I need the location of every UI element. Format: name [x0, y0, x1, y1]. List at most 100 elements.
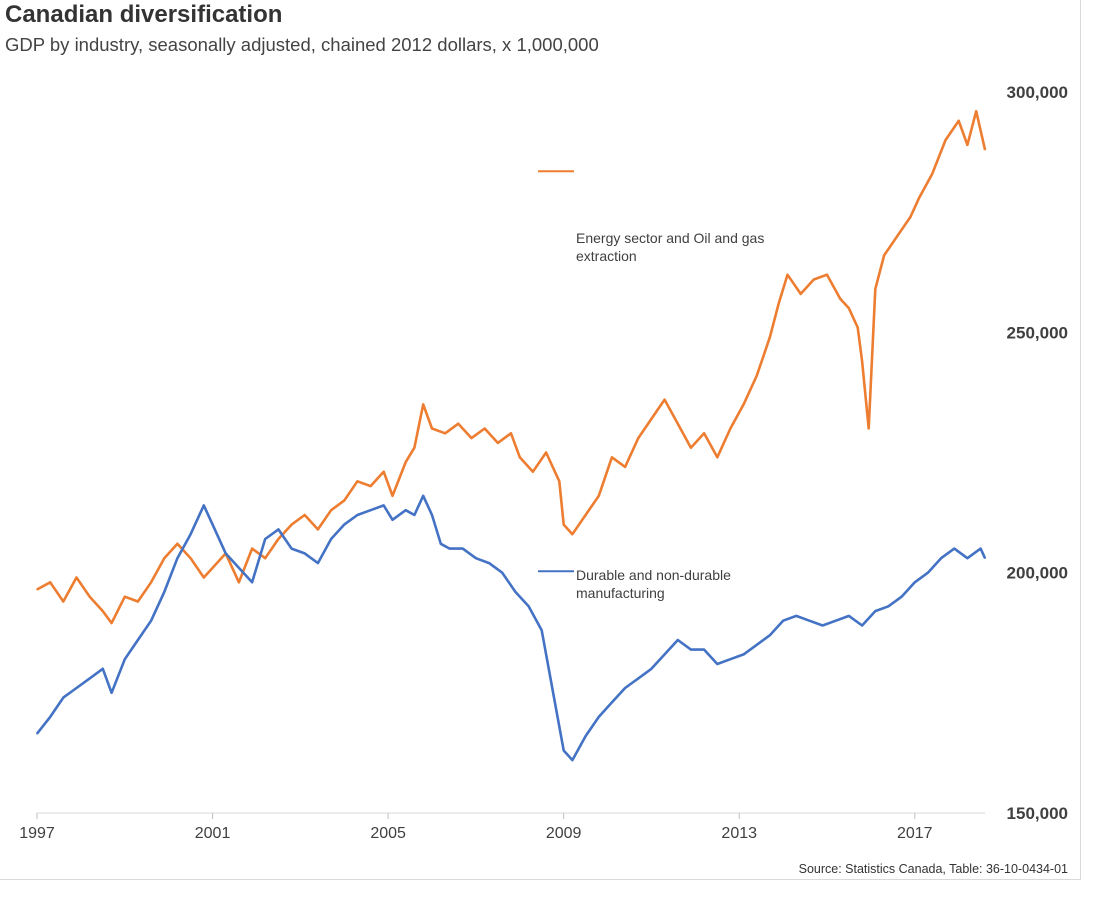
- data-point: [703, 432, 705, 435]
- data-point: [330, 509, 332, 512]
- data-point: [461, 547, 464, 550]
- x-axis: 1997 2001 2005 2009 2013 2017: [19, 813, 933, 842]
- data-point: [742, 653, 745, 656]
- x-tick-label: 2013: [721, 825, 757, 842]
- y-axis: 150,000 200,000 250,000 300,000: [1007, 83, 1068, 823]
- data-point: [514, 591, 517, 593]
- data-point: [856, 326, 859, 329]
- data-point: [49, 581, 51, 584]
- data-point: [598, 716, 600, 718]
- data-point: [729, 658, 732, 660]
- x-tick-label: 1997: [19, 825, 55, 842]
- data-point: [422, 403, 425, 406]
- data-point: [264, 557, 267, 559]
- data-point: [483, 427, 486, 430]
- data-point: [984, 148, 986, 151]
- data-point: [110, 622, 113, 624]
- data-point: [124, 595, 126, 598]
- data-point: [887, 605, 890, 608]
- data-point: [422, 495, 425, 497]
- data-point: [545, 451, 547, 454]
- chart-subtitle: GDP by industry, seasonally adjusted, ch…: [5, 34, 599, 55]
- data-point: [584, 735, 587, 737]
- data-point: [716, 663, 719, 665]
- data-point: [927, 571, 929, 574]
- data-point: [777, 302, 780, 305]
- data-point: [690, 648, 692, 651]
- source-note: Source: Statistics Canada, Table: 36-10-…: [798, 862, 1068, 876]
- y-tick-label: 250,000: [1007, 323, 1068, 342]
- data-point: [940, 557, 942, 559]
- data-point: [540, 629, 543, 632]
- data-point: [369, 509, 372, 512]
- data-point: [75, 576, 78, 579]
- data-point: [137, 600, 139, 603]
- data-point: [571, 533, 574, 535]
- data-point: [497, 442, 499, 444]
- data-point: [861, 360, 863, 363]
- data-point: [356, 514, 359, 516]
- data-point: [431, 514, 433, 516]
- series-label: Energy sector and Oil and gas: [576, 230, 764, 246]
- data-point: [598, 495, 600, 497]
- data-point: [558, 725, 561, 728]
- data-point: [343, 523, 346, 526]
- data-point: [124, 658, 126, 660]
- data-point: [303, 514, 306, 516]
- data-point: [88, 595, 91, 598]
- data-point: [677, 639, 679, 641]
- data-point: [475, 557, 477, 559]
- data-point: [650, 668, 653, 670]
- data-point: [562, 523, 565, 526]
- data-point: [716, 456, 719, 459]
- data-point: [663, 398, 666, 401]
- data-point: [203, 576, 205, 579]
- data-point: [176, 543, 179, 545]
- data-point: [150, 619, 152, 622]
- data-point: [189, 557, 192, 559]
- data-point: [102, 610, 104, 612]
- data-point: [488, 562, 490, 564]
- data-point: [984, 557, 986, 559]
- data-point: [102, 668, 104, 670]
- data-point: [203, 504, 205, 507]
- data-point: [756, 374, 758, 377]
- data-point: [189, 533, 192, 535]
- data-point: [756, 644, 758, 646]
- data-point: [382, 504, 385, 507]
- data-point: [163, 591, 166, 593]
- data-point: [110, 692, 113, 694]
- data-point: [867, 427, 870, 430]
- data-point: [356, 480, 359, 483]
- data-point: [821, 624, 824, 627]
- data-point: [826, 273, 828, 276]
- data-point: [137, 639, 139, 641]
- data-point: [303, 552, 306, 555]
- data-point: [624, 466, 626, 468]
- data-point: [238, 567, 240, 569]
- data-point: [391, 519, 394, 521]
- data-point: [49, 716, 51, 718]
- data-point: [637, 437, 640, 439]
- data-point: [966, 144, 969, 146]
- data-point: [799, 293, 802, 295]
- data-point: [813, 278, 815, 281]
- data-point: [224, 552, 227, 555]
- chart-title: Canadian diversification: [5, 1, 283, 28]
- frame-right-border: [1080, 0, 1081, 880]
- data-point: [650, 418, 653, 420]
- data-point: [900, 595, 903, 598]
- data-point: [343, 499, 346, 502]
- data-point: [330, 538, 332, 540]
- data-point: [211, 567, 214, 569]
- data-point: [444, 432, 447, 435]
- data-point: [611, 701, 613, 704]
- data-point: [874, 288, 877, 290]
- data-point: [562, 749, 565, 752]
- data-point: [532, 470, 534, 473]
- data-point: [663, 653, 666, 656]
- data-point: [62, 696, 65, 699]
- data-point: [637, 677, 640, 680]
- y-tick-label: 300,000: [1007, 83, 1068, 102]
- data-point: [742, 403, 745, 406]
